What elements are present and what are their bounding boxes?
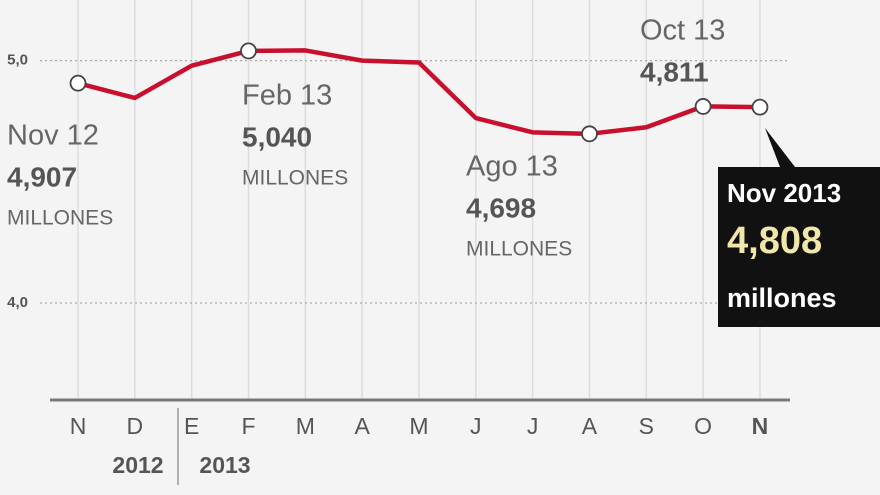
annotation-unit: MILLONES [7, 207, 113, 230]
data-point [751, 98, 769, 116]
x-tick-label: F [241, 413, 255, 439]
y-tick-label: 5,0 [7, 52, 28, 69]
data-point [581, 125, 598, 143]
annotation-value: 4,907 [7, 161, 77, 192]
y-tick-label: 4,0 [7, 294, 28, 311]
year-label: 2013 [199, 452, 250, 478]
x-tick-label: J [527, 413, 539, 439]
tooltip-unit: millones [727, 283, 837, 313]
annotation-title: Oct 13 [640, 15, 725, 47]
x-tick-label: O [694, 413, 712, 439]
data-point [69, 74, 87, 92]
annotation-unit: MILLONES [466, 238, 572, 261]
x-tick-label: A [582, 413, 598, 439]
x-tick-label: D [127, 413, 144, 439]
annotation-title: Ago 13 [466, 151, 558, 183]
annotation-unit: MILLONES [242, 167, 348, 190]
x-tick-label: S [639, 413, 654, 439]
x-tick-label: M [409, 413, 428, 439]
x-tick-label: M [296, 413, 315, 439]
data-point [694, 98, 712, 115]
x-tick-label: E [184, 413, 199, 439]
annotation-value: 4,811 [640, 56, 709, 87]
tooltip-box [718, 128, 880, 327]
tooltip-title: Nov 2013 [727, 178, 841, 208]
annotation-title: Nov 12 [7, 120, 99, 152]
data-point [240, 42, 257, 60]
annotation-title: Feb 13 [242, 80, 332, 112]
tooltip-value: 4,808 [727, 220, 822, 262]
x-tick-label: N [752, 413, 769, 439]
annotation-value: 4,698 [466, 192, 536, 223]
x-tick-label: A [354, 413, 370, 439]
x-tick-label: J [470, 413, 482, 439]
data-line [77, 48, 760, 137]
year-label: 2012 [112, 452, 163, 478]
annotation-value: 5,040 [242, 121, 312, 152]
x-tick-label: N [70, 413, 87, 439]
